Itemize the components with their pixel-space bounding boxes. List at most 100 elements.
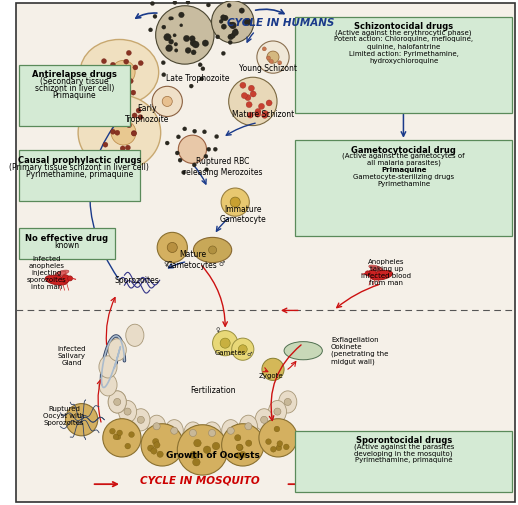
Circle shape [149, 28, 153, 32]
Circle shape [170, 17, 174, 20]
Circle shape [132, 113, 137, 118]
Circle shape [190, 429, 196, 436]
Circle shape [113, 434, 119, 440]
Circle shape [161, 61, 165, 65]
Circle shape [250, 91, 256, 97]
Text: Mature Schizont: Mature Schizont [232, 110, 294, 119]
Circle shape [206, 3, 210, 7]
Text: Causal prophylactic drugs: Causal prophylactic drugs [18, 156, 141, 165]
Circle shape [173, 34, 176, 37]
Circle shape [110, 129, 116, 134]
Circle shape [230, 197, 240, 207]
Ellipse shape [108, 391, 126, 413]
Circle shape [209, 429, 215, 436]
Circle shape [205, 168, 209, 172]
Circle shape [229, 22, 236, 29]
Circle shape [105, 119, 110, 124]
Circle shape [128, 79, 133, 84]
Circle shape [185, 47, 191, 54]
Circle shape [141, 424, 183, 466]
Circle shape [241, 92, 248, 98]
Circle shape [223, 15, 228, 21]
Circle shape [276, 445, 282, 451]
Circle shape [262, 47, 266, 51]
Text: Ruptured RBC
releasing Merozoites: Ruptured RBC releasing Merozoites [183, 157, 263, 177]
Ellipse shape [284, 342, 322, 360]
FancyBboxPatch shape [16, 3, 515, 502]
Circle shape [162, 25, 166, 29]
Circle shape [175, 151, 179, 155]
FancyBboxPatch shape [295, 140, 512, 236]
Circle shape [221, 188, 249, 216]
Circle shape [156, 6, 214, 64]
Circle shape [103, 419, 141, 457]
Circle shape [128, 432, 134, 437]
Text: Immature
Gametocyte: Immature Gametocyte [220, 205, 266, 224]
Circle shape [274, 408, 281, 415]
Text: Mature
Gametocytes: Mature Gametocytes [167, 250, 218, 270]
Circle shape [190, 40, 196, 46]
Circle shape [180, 24, 183, 27]
Circle shape [236, 452, 242, 459]
Text: ♂: ♂ [218, 261, 224, 267]
Circle shape [266, 100, 272, 106]
Text: Pyrimethamine, primaquine: Pyrimethamine, primaquine [355, 458, 452, 464]
Circle shape [248, 85, 254, 91]
Circle shape [120, 146, 125, 151]
Circle shape [157, 232, 188, 263]
Text: ♀: ♀ [215, 328, 220, 333]
Ellipse shape [279, 391, 297, 413]
Circle shape [132, 153, 137, 158]
FancyBboxPatch shape [19, 228, 115, 259]
Circle shape [193, 459, 200, 466]
Circle shape [266, 439, 271, 444]
Circle shape [154, 442, 160, 448]
Text: Fertilization: Fertilization [190, 386, 235, 395]
Ellipse shape [371, 267, 384, 272]
Circle shape [201, 67, 205, 71]
Text: (Active against the gametocytes of: (Active against the gametocytes of [342, 153, 465, 159]
Circle shape [232, 338, 254, 360]
Circle shape [126, 50, 132, 56]
Circle shape [124, 408, 131, 415]
Text: Anopheles
taking up
infected blood
from man: Anopheles taking up infected blood from … [362, 259, 411, 286]
Circle shape [263, 111, 269, 117]
FancyBboxPatch shape [295, 17, 512, 113]
Text: Sporozoites: Sporozoites [114, 276, 160, 285]
Circle shape [221, 52, 225, 56]
Circle shape [198, 63, 202, 67]
Circle shape [236, 444, 242, 450]
Text: developing in the mosquito): developing in the mosquito) [354, 450, 453, 457]
Circle shape [247, 112, 253, 118]
Circle shape [199, 77, 204, 81]
FancyBboxPatch shape [19, 65, 130, 126]
Circle shape [183, 35, 190, 41]
Circle shape [182, 170, 185, 174]
Circle shape [227, 427, 234, 434]
Ellipse shape [255, 409, 273, 431]
Circle shape [246, 440, 252, 446]
Circle shape [119, 85, 124, 90]
Circle shape [166, 45, 172, 52]
Circle shape [133, 65, 138, 70]
Circle shape [270, 446, 276, 452]
Circle shape [169, 17, 172, 20]
Circle shape [194, 439, 201, 447]
Circle shape [239, 8, 244, 13]
Text: Growth of Oocysts: Growth of Oocysts [166, 451, 260, 460]
Text: (Primary tissue schizont in liver cell): (Primary tissue schizont in liver cell) [9, 163, 149, 172]
Ellipse shape [165, 420, 183, 442]
Circle shape [283, 444, 289, 450]
Ellipse shape [126, 324, 144, 346]
Circle shape [235, 435, 241, 441]
Circle shape [262, 358, 284, 380]
Ellipse shape [132, 409, 150, 431]
Circle shape [209, 246, 217, 254]
Circle shape [177, 425, 228, 475]
Circle shape [174, 42, 178, 46]
Circle shape [162, 73, 166, 77]
Circle shape [110, 62, 116, 67]
Circle shape [124, 114, 129, 119]
Circle shape [237, 444, 243, 451]
Circle shape [169, 39, 174, 44]
